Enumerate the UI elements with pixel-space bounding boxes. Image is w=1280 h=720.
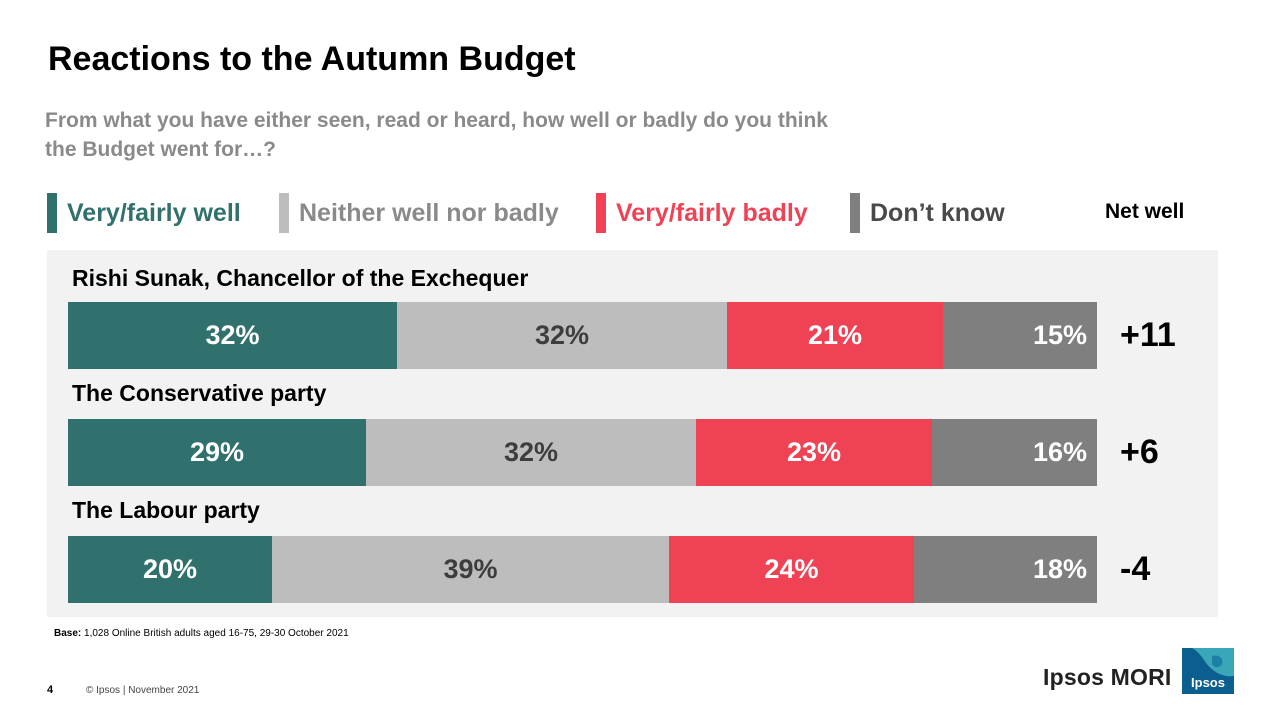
legend-label: Very/fairly well <box>67 198 241 227</box>
net-well-value: +6 <box>1120 433 1159 471</box>
legend-item: Neither well nor badly <box>279 193 559 233</box>
chart-legend: Very/fairly well Neither well nor badly Ve… <box>47 193 1047 233</box>
page-number: 4 <box>47 684 54 696</box>
bar-segment: 24% <box>669 536 914 603</box>
bar-segment: 29% <box>68 419 366 486</box>
bar-segment: 39% <box>272 536 669 603</box>
legend-label: Neither well nor badly <box>299 198 559 227</box>
legend-swatch <box>596 193 606 233</box>
copyright-text: © Ipsos | November 2021 <box>86 685 200 696</box>
net-well-header: Net well <box>1105 200 1185 223</box>
stacked-bar: 32% 32% 21% 15% <box>68 302 1097 369</box>
ipsos-logo-badge-text: Ipsos <box>1191 675 1225 690</box>
row-label: The Labour party <box>72 497 260 523</box>
bar-segment: 23% <box>696 419 932 486</box>
bar-segment: 32% <box>68 302 397 369</box>
page-title: Reactions to the Autumn Budget <box>48 40 576 78</box>
legend-swatch <box>47 193 57 233</box>
bar-segment: 32% <box>397 302 727 369</box>
bar-segment: 15% <box>943 302 1097 369</box>
base-label: Base: <box>54 628 82 639</box>
row-label: Rishi Sunak, Chancellor of the Exchequer <box>72 265 529 291</box>
bar-segment: 20% <box>68 536 272 603</box>
base-note: Base: 1,028 Online British adults aged 1… <box>54 628 349 639</box>
legend-swatch <box>279 193 289 233</box>
ipsos-mori-logo-text: Ipsos MORI <box>1043 664 1172 690</box>
bar-segment: 16% <box>932 419 1097 486</box>
legend-label: Don’t know <box>870 198 1005 227</box>
question-subtitle: From what you have either seen, read or … <box>45 109 828 161</box>
legend-item: Very/fairly well <box>47 193 241 233</box>
legend-item: Very/fairly badly <box>596 193 808 233</box>
legend-label: Very/fairly badly <box>616 198 808 227</box>
bar-segment: 21% <box>727 302 943 369</box>
stacked-bar: 29% 32% 23% 16% <box>68 419 1097 486</box>
stacked-bar: 20% 39% 24% 18% <box>68 536 1097 603</box>
ipsos-logo-graphic: Ipsos <box>1182 648 1234 694</box>
net-well-value: +11 <box>1120 316 1176 354</box>
net-well-value: -4 <box>1120 550 1151 588</box>
bar-segment: 32% <box>366 419 696 486</box>
bar-segment: 18% <box>914 536 1097 603</box>
row-label: The Conservative party <box>72 380 327 406</box>
legend-item: Don’t know <box>850 193 1005 233</box>
legend-swatch <box>850 193 860 233</box>
ipsos-logo-icon: Ipsos <box>1182 648 1234 694</box>
base-text: 1,028 Online British adults aged 16-75, … <box>84 628 349 639</box>
